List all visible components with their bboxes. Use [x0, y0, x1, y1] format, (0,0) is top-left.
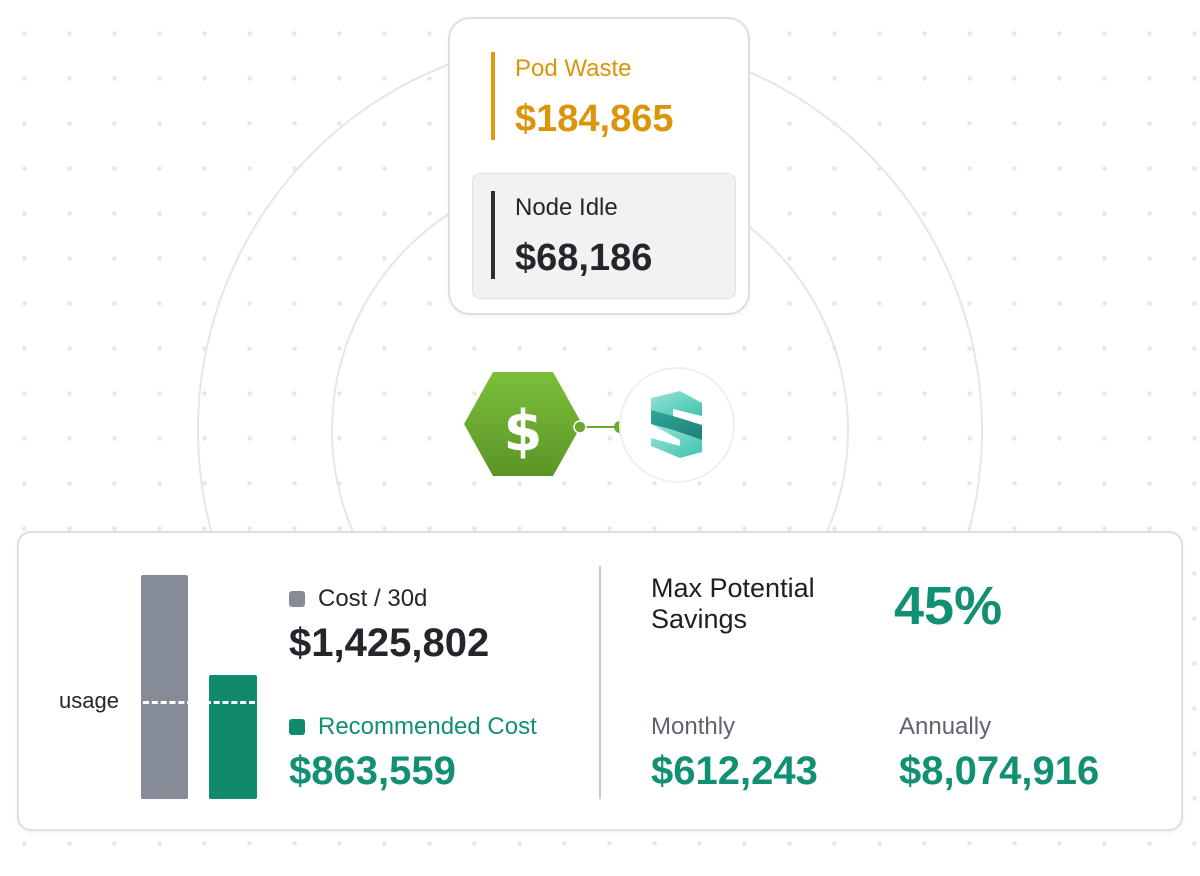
node-idle-metric: Node Idle $68,186 [491, 191, 652, 279]
monthly-value: $612,243 [651, 749, 818, 793]
cost-legend: Cost / 30d [289, 585, 427, 613]
node-idle-panel: Node Idle $68,186 [472, 173, 736, 299]
pod-waste-value: $184,865 [515, 98, 674, 140]
divider [599, 566, 601, 799]
annual-value: $8,074,916 [899, 749, 1100, 793]
recommended-legend: Recommended Cost [289, 713, 537, 741]
cost-value: $1,425,802 [289, 621, 490, 665]
recommended-swatch [289, 719, 305, 735]
max-savings-label: Max Potential Savings [651, 573, 815, 634]
waste-card: Pod Waste $184,865 Node Idle $68,186 [448, 17, 750, 315]
node-idle-value: $68,186 [515, 237, 653, 279]
recommended-value: $863,559 [289, 749, 456, 793]
max-savings-percent: 45% [894, 576, 1003, 636]
pod-waste-label: Pod Waste [515, 55, 632, 82]
cost-label: Cost / 30d [318, 585, 428, 612]
recommended-label: Recommended Cost [318, 713, 537, 740]
pod-waste-metric: Pod Waste $184,865 [491, 52, 674, 140]
savings-card: usage Cost / 30d $1,425,802 Recommended … [17, 531, 1183, 831]
node-idle-label: Node Idle [515, 194, 618, 221]
annual-label: Annually [899, 713, 992, 740]
usage-label: usage [59, 688, 119, 713]
recommended-bar [209, 675, 257, 799]
cost-bar [141, 575, 188, 799]
usage-line [143, 701, 255, 704]
monthly-label: Monthly [651, 713, 736, 740]
cost-swatch [289, 591, 305, 607]
